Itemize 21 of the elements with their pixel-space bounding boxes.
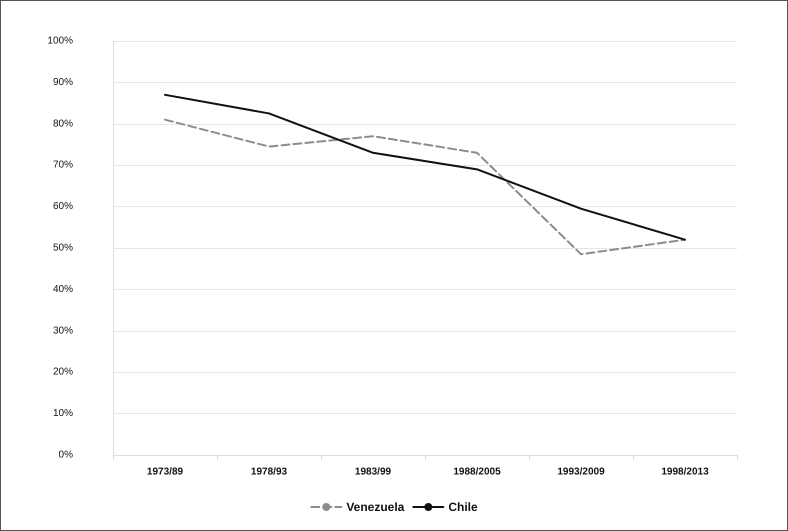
y-tick-label: 50%: [52, 242, 74, 254]
y-tick-label: 20%: [52, 366, 74, 378]
x-tick-label: 1978/93: [250, 466, 288, 478]
line-series: [164, 94, 686, 241]
y-tick-label: 70%: [52, 160, 74, 171]
line-series: [164, 118, 686, 256]
y-tick-label: 40%: [52, 284, 74, 295]
legend-label: Venezuela: [346, 500, 405, 514]
y-tick-label: 100%: [47, 36, 74, 46]
x-tick-label: 1988/2005: [453, 466, 502, 478]
x-tick-label: 1998/2013: [661, 466, 710, 478]
y-tick-label: 60%: [52, 201, 74, 212]
x-tick-label: 1993/2009: [557, 466, 606, 478]
x-tick-label: 1983/99: [354, 466, 392, 478]
y-tick-label: 90%: [52, 76, 74, 88]
y-tick-label: 0%: [58, 450, 74, 460]
y-tick-label: 30%: [52, 325, 74, 336]
y-tick-label: 10%: [52, 408, 74, 420]
y-tick-label: 80%: [52, 118, 74, 130]
x-tick-label: 1973/89: [146, 466, 184, 478]
legend-label: Chile: [448, 500, 478, 514]
